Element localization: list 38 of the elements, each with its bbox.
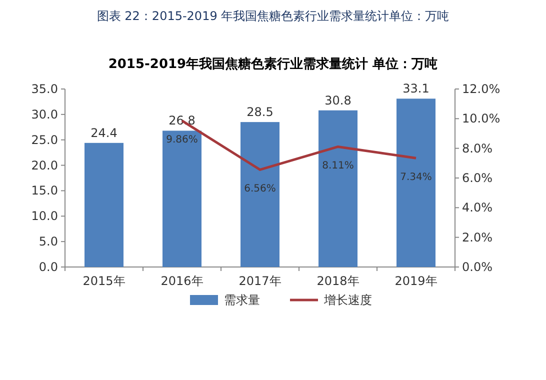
data-label: 26.8 bbox=[168, 114, 196, 128]
y-tick-label: 20.0 bbox=[31, 158, 58, 172]
x-tick-label: 2015年 bbox=[82, 274, 126, 288]
text: 图表 22：2015-2019 年我国焦糖色素行业需求量统计单位：万吨 bbox=[96, 9, 450, 23]
bar bbox=[396, 98, 436, 267]
data-label: 9.86% bbox=[166, 134, 198, 146]
bar bbox=[84, 142, 124, 267]
x-tick-label: 2016年 bbox=[160, 274, 204, 288]
y2-tick-label: 6.0% bbox=[462, 171, 492, 185]
data-label: 30.8 bbox=[324, 93, 352, 108]
data-label: 6.56% bbox=[244, 184, 276, 195]
y2-tick-label: 12.0% bbox=[462, 82, 500, 96]
y2-tick-label: 0.0% bbox=[462, 260, 492, 274]
y-tick-label: 30.0 bbox=[31, 107, 58, 122]
y-tick-label: 25.0 bbox=[31, 132, 58, 147]
data-label: 7.34% bbox=[400, 172, 432, 184]
y2-tick-label: 8.0% bbox=[462, 141, 492, 156]
data-label: 28.5 bbox=[246, 105, 274, 120]
data-label: 33.1 bbox=[402, 82, 430, 96]
y2-tick-label: 2.0% bbox=[462, 230, 492, 244]
legend-label: 需求量 bbox=[224, 293, 260, 307]
data-label: 8.11% bbox=[322, 160, 354, 172]
bar bbox=[240, 122, 280, 267]
bar bbox=[162, 130, 202, 267]
y-tick-label: 10.0 bbox=[31, 209, 58, 224]
y2-tick-label: 10.0% bbox=[462, 112, 500, 126]
y2-tick-label: 4.0% bbox=[462, 200, 492, 215]
data-label: 24.4 bbox=[90, 126, 118, 140]
bar bbox=[318, 110, 358, 267]
y-tick-label: 35.0 bbox=[31, 82, 58, 96]
x-tick-label: 2018年 bbox=[316, 274, 360, 288]
y-tick-label: 15.0 bbox=[31, 184, 58, 198]
legend-label: 增长速度 bbox=[323, 293, 372, 307]
y-tick-label: 0.0 bbox=[38, 260, 58, 274]
y-tick-label: 5.0 bbox=[38, 234, 58, 249]
x-tick-label: 2019年 bbox=[394, 274, 438, 288]
chart-title: 2015-2019年我国焦糖色素行业需求量统计 单位：万吨 bbox=[108, 56, 438, 72]
x-tick-label: 2017年 bbox=[238, 274, 282, 288]
